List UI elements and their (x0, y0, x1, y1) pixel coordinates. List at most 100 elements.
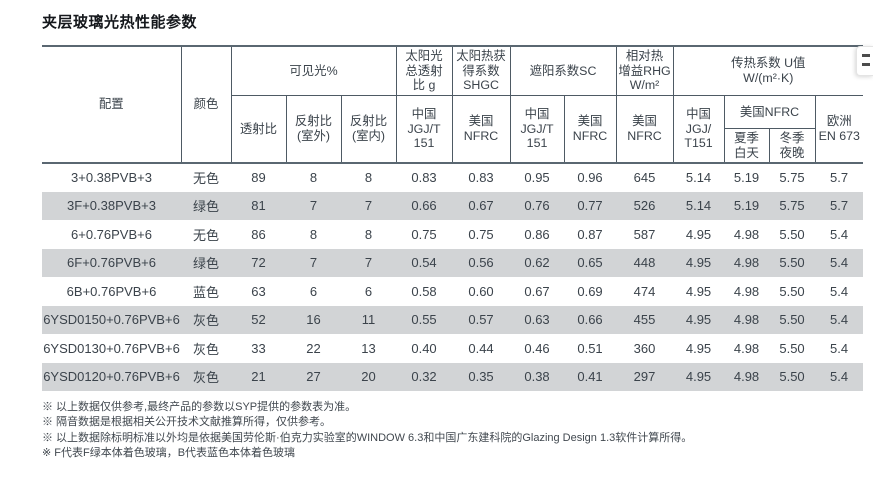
col-header-shgc-us-nfrc: 美国 NFRC (451, 94, 511, 164)
glass-performance-table: 配置 颜色 可见光% 太阳光 总透射 比 g 太阳热获 得系数 SHGC 遮阳系… (42, 45, 864, 392)
floating-widget[interactable] (856, 46, 873, 76)
col-header-transmittance: 透射比 (230, 94, 287, 164)
col-header-sc-us-nfrc: 美国 NFRC (563, 94, 617, 164)
cell-sc-china: 0.62 (510, 248, 565, 278)
cell-sc-china: 0.95 (510, 162, 565, 192)
cell-config: 6F+0.76PVB+6 (42, 248, 181, 278)
cell-sc-china: 0.86 (524, 226, 550, 242)
cell-u-winter: 5.75 (769, 191, 816, 221)
cell-config: 6B+0.76PVB+6 (66, 283, 157, 299)
footnote: ※ F代表F绿本体着色玻璃，B代表蓝色本体着色玻璃 (42, 446, 296, 459)
cell-sc-us: 0.51 (577, 340, 603, 356)
cell-color: 绿色 (181, 248, 231, 278)
cell-u-china: 4.95 (685, 283, 712, 299)
col-header-color: 颜色 (180, 45, 232, 164)
table-row: 3F+0.38PVB+3 绿色 81 7 7 0.66 0.67 0.76 0.… (42, 191, 864, 221)
cell-solar-g: 0.66 (396, 191, 453, 221)
page-title: 夹层玻璃光热性能参数 (42, 14, 198, 31)
cell-u-winter: 5.75 (769, 162, 816, 192)
cell-reflect-indoor: 20 (341, 362, 397, 392)
table-row: 6YSD0150+0.76PVB+6 灰色 52 16 11 0.55 0.57… (42, 305, 864, 335)
table-row: 6+0.76PVB+6 无色 86 8 8 0.75 0.75 0.86 0.8… (42, 220, 863, 249)
cell-config: 6YSD0150+0.76PVB+6 (42, 305, 181, 335)
cell-reflect-indoor: 7 (341, 191, 397, 221)
cell-u-winter: 5.50 (779, 283, 805, 299)
cell-rhg: 297 (616, 362, 674, 392)
cell-shgc: 0.44 (468, 340, 494, 356)
col-header-rhg: 相对热 增益RHG W/m² (615, 45, 674, 96)
cell-transmittance: 21 (231, 362, 286, 392)
cell-sc-us: 0.77 (564, 191, 617, 221)
footnote: ※ 隔音数据是根据相关公开技术文献推算所得，仅供参考。 (42, 416, 332, 429)
cell-u-eu: 5.4 (815, 248, 864, 278)
cell-sc-china: 0.38 (510, 362, 565, 392)
col-header-reflect-outdoor: 反射比 (室外) (285, 94, 342, 164)
table-row: 6YSD0120+0.76PVB+6 灰色 21 27 20 0.32 0.35… (42, 362, 864, 392)
cell-reflect-indoor: 6 (364, 283, 373, 299)
cell-solar-g: 0.54 (396, 248, 453, 278)
col-header-sc-china-jgjt151: 中国 JGJ/T 151 (509, 94, 565, 164)
table-row: 6F+0.76PVB+6 绿色 72 7 7 0.54 0.56 0.62 0.… (42, 248, 864, 278)
cell-config: 3+0.38PVB+3 (42, 162, 181, 192)
col-header-winter-night: 冬季 夜晚 (768, 127, 816, 164)
cell-transmittance: 81 (231, 191, 286, 221)
cell-solar-g: 0.75 (411, 226, 437, 242)
footnote: ※ 以上数据仅供参考,最终产品的参数以SYP提供的参数表为准。 (42, 401, 357, 413)
table-row: 6B+0.76PVB+6 蓝色 63 6 6 0.58 0.60 0.67 0.… (42, 277, 863, 306)
col-header-solar-g: 太阳光 总透射 比 g (395, 45, 453, 96)
cell-u-summer: 5.19 (724, 162, 770, 192)
cell-config: 6YSD0130+0.76PVB+6 (43, 340, 180, 356)
cell-u-summer: 4.98 (724, 248, 770, 278)
cell-rhg: 587 (633, 226, 656, 242)
cell-reflect-indoor: 13 (361, 340, 376, 356)
cell-color: 绿色 (181, 191, 231, 221)
cell-u-summer: 4.98 (724, 305, 770, 335)
cell-u-china: 5.14 (673, 162, 725, 192)
cell-transmittance: 63 (251, 283, 266, 299)
cell-rhg: 455 (616, 305, 674, 335)
col-header-rhg-us-nfrc: 美国 NFRC (615, 94, 674, 164)
cell-shgc: 0.35 (452, 362, 511, 392)
cell-color: 灰色 (181, 305, 231, 335)
cell-reflect-outdoor: 16 (286, 305, 341, 335)
cell-u-china: 4.95 (673, 305, 725, 335)
cell-u-eu: 5.7 (815, 162, 864, 192)
cell-solar-g: 0.58 (411, 283, 437, 299)
cell-u-winter: 5.50 (769, 305, 816, 335)
cell-color: 无色 (192, 227, 219, 243)
footnote: ※ 以上数据除标明标准以外均是依据美国劳伦斯·伯克力实验室的WINDOW 6.3… (42, 431, 693, 444)
cell-u-china: 4.95 (673, 248, 725, 278)
cell-u-summer: 4.98 (733, 226, 760, 242)
cell-shgc: 0.75 (468, 226, 494, 242)
cell-u-summer: 4.98 (733, 340, 760, 356)
cell-rhg: 474 (633, 283, 656, 299)
col-header-u-china-jgjt151: 中国 JGJ/ T151 (672, 94, 725, 164)
header-row-3: 夏季 白天 冬季 夜晚 (42, 127, 863, 164)
cell-u-eu: 5.4 (829, 226, 849, 242)
col-header-u-value: 传热系数 U值 W/(m²·K) (672, 45, 864, 96)
col-header-visible-light: 可见光% (230, 45, 397, 96)
col-header-config: 配置 (42, 45, 182, 164)
col-header-reflect-indoor: 反射比 (室内) (340, 94, 397, 164)
cell-transmittance: 33 (251, 340, 266, 356)
cell-u-winter: 5.50 (769, 362, 816, 392)
cell-u-china: 4.95 (685, 226, 712, 242)
cell-u-winter: 5.50 (779, 226, 805, 242)
table-row: 3+0.38PVB+3 无色 89 8 8 0.83 0.83 0.95 0.9… (42, 162, 864, 192)
cell-solar-g: 0.32 (396, 362, 453, 392)
cell-reflect-indoor: 11 (341, 305, 397, 335)
table-row: 6YSD0130+0.76PVB+6 灰色 33 22 13 0.40 0.44… (42, 334, 863, 363)
cell-u-eu: 5.4 (815, 362, 864, 392)
cell-rhg: 645 (616, 162, 674, 192)
col-header-eu-en673: 欧洲 EN 673 (814, 94, 864, 164)
col-header-summer-day: 夏季 白天 (723, 127, 770, 164)
cell-reflect-outdoor: 8 (309, 226, 318, 242)
col-header-u-us-nfrc: 美国NFRC (723, 94, 816, 129)
cell-reflect-outdoor: 27 (286, 362, 341, 392)
cell-transmittance: 52 (231, 305, 286, 335)
cell-rhg: 360 (633, 340, 656, 356)
cell-reflect-indoor: 7 (341, 248, 397, 278)
cell-color: 灰色 (192, 341, 219, 357)
cell-sc-us: 0.87 (577, 226, 603, 242)
cell-u-summer: 4.98 (733, 283, 760, 299)
